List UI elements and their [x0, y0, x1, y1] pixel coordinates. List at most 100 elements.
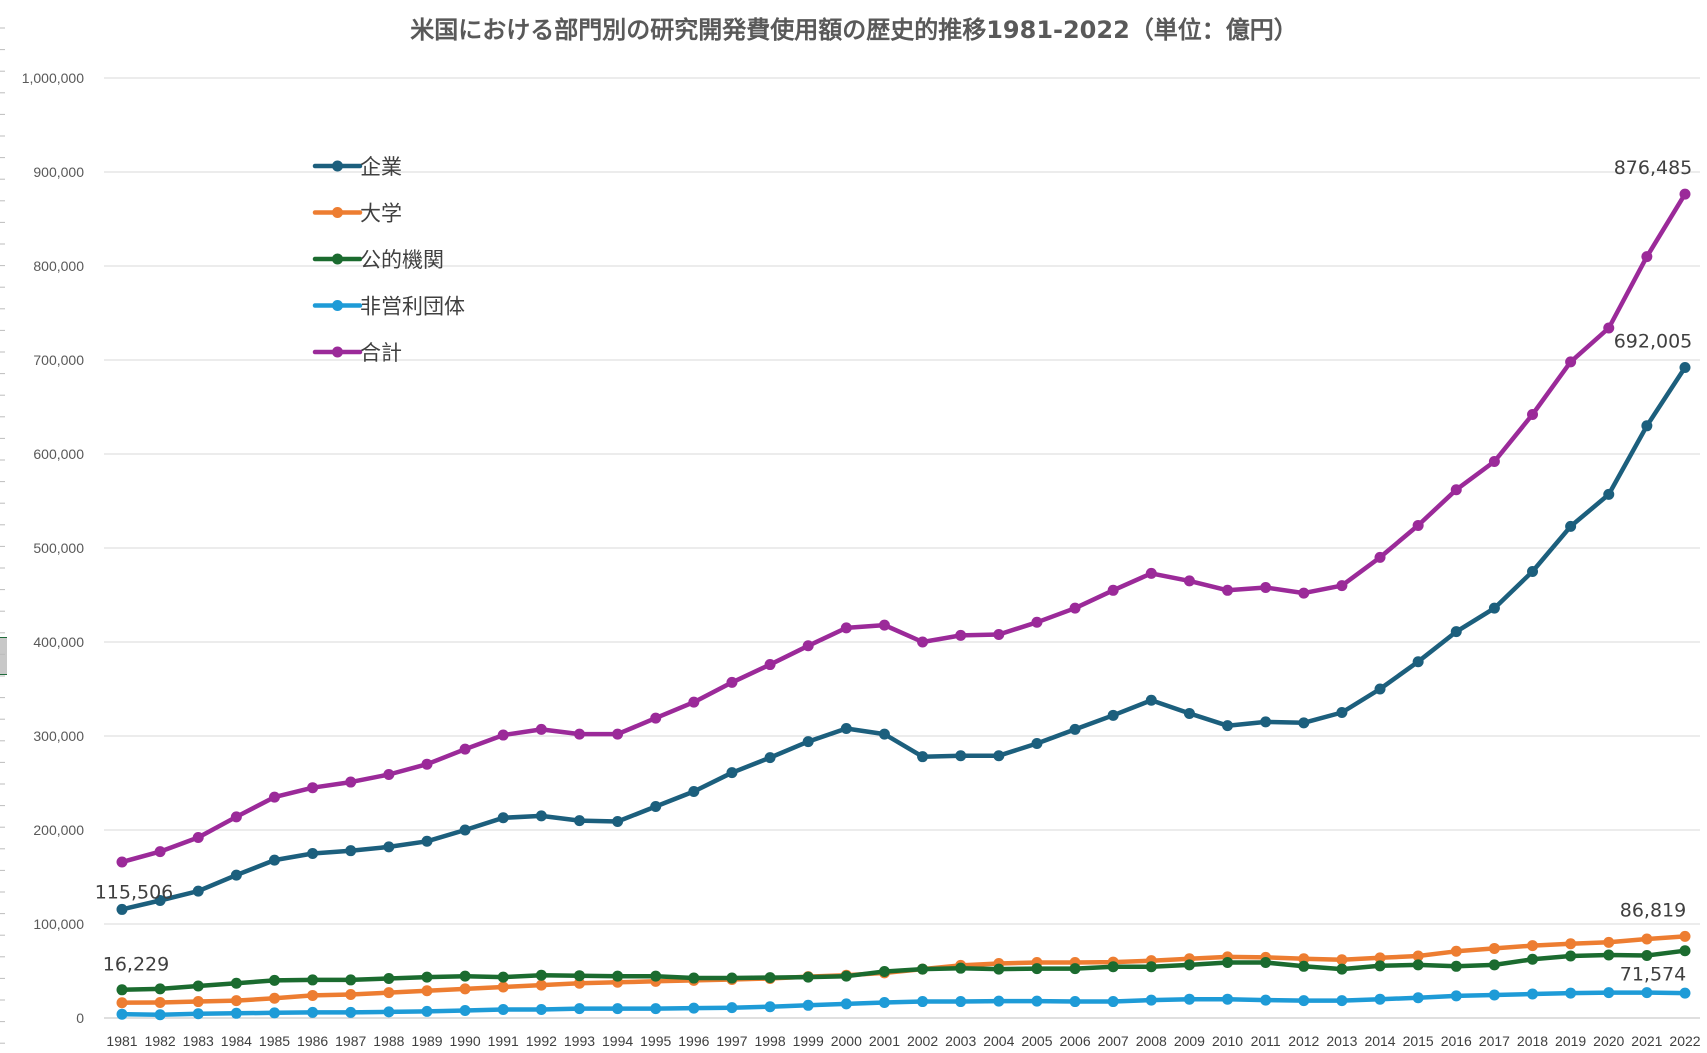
- x-tick-label: 2002: [907, 1033, 938, 1049]
- y-tick-label: 100,000: [33, 916, 84, 932]
- data-point: [116, 1008, 128, 1020]
- data-point: [764, 659, 776, 671]
- y-tick-label: 500,000: [33, 540, 84, 556]
- data-point: [268, 854, 280, 866]
- data-point: [345, 776, 357, 788]
- y-tick-label: 0: [76, 1010, 84, 1026]
- series-0: [116, 362, 1691, 915]
- x-tick-label: 2008: [1136, 1033, 1167, 1049]
- data-point: [1222, 584, 1234, 596]
- legend-label: 公的機関: [360, 248, 444, 272]
- data-point: [612, 970, 624, 982]
- x-tick-label: 2010: [1212, 1033, 1243, 1049]
- data-point: [1603, 488, 1615, 500]
- data-point: [459, 743, 471, 755]
- data-point: [116, 984, 128, 996]
- data-point: [230, 869, 242, 881]
- data-point: [1260, 994, 1272, 1006]
- data-point: [917, 963, 929, 975]
- data-point: [1145, 694, 1157, 706]
- data-point: [1374, 993, 1386, 1005]
- data-point: [230, 1007, 242, 1019]
- data-point: [421, 1005, 433, 1017]
- data-point: [1679, 945, 1691, 957]
- data-point: [1336, 580, 1348, 592]
- x-tick-label: 2016: [1441, 1033, 1472, 1049]
- data-point: [1603, 987, 1615, 999]
- data-point: [688, 696, 700, 708]
- y-tick-label: 600,000: [33, 446, 84, 462]
- gridlines: [104, 77, 1700, 1019]
- data-point: [1679, 930, 1691, 942]
- data-point: [1222, 957, 1234, 969]
- data-point: [993, 628, 1005, 640]
- x-tick-label: 1986: [297, 1033, 328, 1049]
- x-tick-label: 2004: [983, 1033, 1014, 1049]
- data-point: [421, 985, 433, 997]
- data-point: [1603, 322, 1615, 334]
- data-point: [268, 974, 280, 986]
- y-tick-label: 900,000: [33, 164, 84, 180]
- data-point: [192, 885, 204, 897]
- data-point: [1488, 942, 1500, 954]
- data-point: [612, 816, 624, 828]
- sheet-edge-marker: [0, 637, 7, 675]
- data-point: [154, 1009, 166, 1021]
- data-point: [535, 979, 547, 991]
- data-point: [726, 676, 738, 688]
- x-tick-label: 1998: [754, 1033, 785, 1049]
- legend-marker: [332, 207, 343, 218]
- data-point: [116, 903, 128, 915]
- x-tick-label: 2003: [945, 1033, 976, 1049]
- data-point: [1031, 738, 1043, 750]
- data-point: [1488, 456, 1500, 468]
- data-point: [268, 992, 280, 1004]
- y-tick-label: 1,000,000: [22, 70, 84, 86]
- data-point: [1374, 960, 1386, 972]
- x-tick-label: 2021: [1631, 1033, 1662, 1049]
- data-point: [1183, 575, 1195, 587]
- x-tick-label: 1983: [183, 1033, 214, 1049]
- y-tick-label: 700,000: [33, 352, 84, 368]
- data-point: [573, 970, 585, 982]
- data-point: [1412, 950, 1424, 962]
- data-point: [1679, 987, 1691, 999]
- x-tick-label: 2007: [1098, 1033, 1129, 1049]
- data-point: [383, 841, 395, 853]
- legend-item-2: 公的機関: [312, 248, 444, 272]
- data-point: [1222, 720, 1234, 732]
- x-tick-label: 2015: [1403, 1033, 1434, 1049]
- data-point: [459, 970, 471, 982]
- data-point: [1145, 567, 1157, 579]
- series-3: [116, 987, 1691, 1021]
- data-labels: 115,506 16,229 876,485 692,005 86,819 71,574: [95, 157, 1693, 986]
- legend-item-3: 非営利団体: [312, 295, 465, 319]
- data-point: [726, 1002, 738, 1014]
- data-point: [1298, 960, 1310, 972]
- data-point: [1107, 996, 1119, 1008]
- data-point: [573, 815, 585, 827]
- x-tick-label: 1999: [793, 1033, 824, 1049]
- series-layer: [116, 188, 1691, 1021]
- y-tick-label: 300,000: [33, 728, 84, 744]
- y-tick-label: 800,000: [33, 258, 84, 274]
- legend-marker: [332, 346, 343, 358]
- data-point: [1450, 484, 1462, 496]
- data-point: [726, 767, 738, 779]
- data-point: [1336, 707, 1348, 718]
- data-point: [1527, 566, 1539, 577]
- data-point: [1450, 945, 1462, 957]
- data-point: [802, 999, 814, 1011]
- data-label: 692,005: [1614, 331, 1693, 353]
- data-point: [802, 640, 814, 652]
- data-point: [192, 980, 204, 992]
- data-label: 71,574: [1620, 964, 1686, 986]
- x-tick-label: 2011: [1251, 1033, 1281, 1049]
- data-point: [1183, 993, 1195, 1005]
- data-point: [764, 752, 776, 764]
- data-point: [993, 995, 1005, 1007]
- data-point: [535, 1004, 547, 1016]
- data-point: [650, 712, 662, 724]
- data-point: [345, 845, 357, 857]
